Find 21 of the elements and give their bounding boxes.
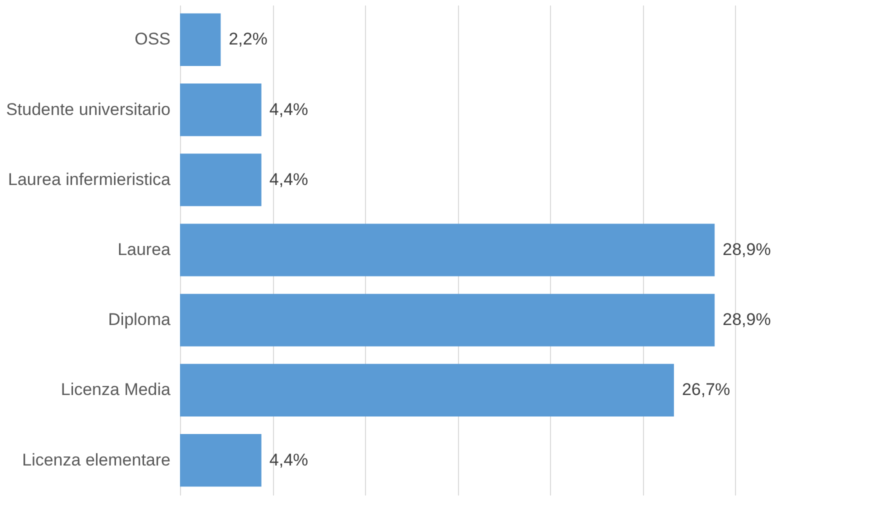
bar (180, 84, 262, 136)
data-label: 26,7% (682, 380, 730, 400)
bar (180, 154, 262, 206)
data-label: 28,9% (722, 240, 771, 259)
bar (180, 224, 715, 276)
bar (180, 434, 262, 487)
data-label: 2,2% (228, 30, 268, 49)
y-tick-label: Licenza Media (60, 380, 172, 400)
data-label: 4,4% (269, 100, 308, 119)
data-label: 4,4% (269, 450, 308, 470)
y-tick-label: Laurea infermieristica (8, 170, 172, 189)
bar (180, 13, 221, 66)
y-tick-label: Studente universitario (6, 100, 170, 119)
data-label: 28,9% (722, 310, 771, 330)
y-tick-label: OSS (134, 30, 170, 49)
bar (180, 294, 715, 346)
y-tick-label: Diploma (108, 310, 172, 330)
y-tick-label: Licenza elementare (22, 450, 170, 470)
data-label: 4,4% (269, 170, 308, 189)
bar (180, 364, 674, 416)
y-tick-label: Laurea (118, 240, 172, 259)
